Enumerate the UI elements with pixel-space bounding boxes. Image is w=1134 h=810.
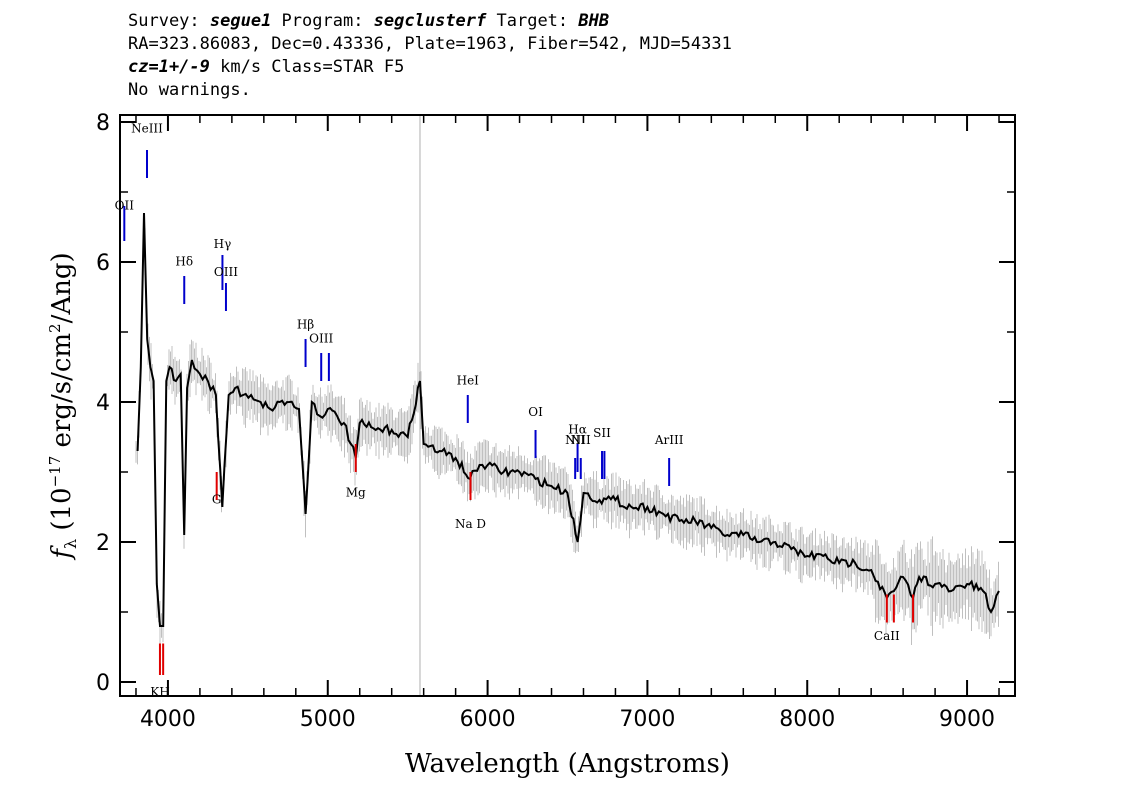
y-tick-label: 0	[96, 671, 110, 696]
x-tick-label: 9000	[939, 707, 995, 732]
y-tick-label: 8	[96, 111, 110, 136]
x-tick-label: 4000	[140, 707, 196, 732]
survey-value: segue1	[209, 11, 272, 31]
header-line-2: RA=323.86083, Dec=0.43336, Plate=1963, F…	[128, 34, 732, 54]
program-value: segclusterf	[373, 11, 487, 31]
noise-segments	[135, 214, 999, 650]
y-tick-label: 6	[96, 251, 110, 276]
line-label: Hδ	[175, 255, 193, 269]
line-label: NII	[565, 433, 585, 447]
line-label: OIII	[214, 265, 238, 279]
line-label: Mg	[346, 486, 366, 500]
line-label: G	[212, 493, 222, 507]
header-line-4: No warnings.	[128, 80, 251, 100]
plot-frame	[119, 114, 1016, 697]
line-label: SII	[593, 426, 611, 440]
redshift-value: cz=1+/-9	[128, 57, 210, 77]
line-label: HeI	[457, 374, 480, 388]
line-label: NeIII	[131, 122, 163, 136]
line-label: OIII	[309, 332, 333, 346]
y-tick-label: 4	[96, 391, 110, 416]
line-label: NII	[571, 433, 591, 447]
y-axis-label: fλ (10−17 erg/s/cm2/Ang)	[46, 252, 80, 560]
x-tick-label: 8000	[779, 707, 835, 732]
line-label: Hβ	[297, 318, 314, 332]
line-label: Hγ	[214, 237, 232, 251]
target-value: BHB	[578, 11, 610, 31]
class-value: km/s Class=STAR F5	[209, 57, 405, 77]
noise-band	[135, 214, 999, 650]
x-tick-label: 5000	[300, 707, 356, 732]
header-line-1: Survey: segue1 Program: segclusterf Targ…	[128, 10, 732, 33]
line-label: Na D	[455, 517, 486, 531]
spectrum-line	[136, 212, 1000, 627]
survey-label: Survey:	[128, 11, 210, 31]
line-label: ArIII	[654, 433, 684, 447]
target-label: Target:	[486, 11, 579, 31]
line-label: OII	[115, 199, 135, 213]
x-axis-label: Wavelength (Angstroms)	[405, 749, 730, 779]
y-tick-label: 2	[96, 531, 110, 556]
line-label: OI	[528, 405, 543, 419]
line-label: CaII	[874, 629, 900, 643]
x-tick-label: 6000	[460, 707, 516, 732]
header-line-3: cz=1+/-9 km/s Class=STAR F5	[128, 56, 732, 79]
x-tick-label: 7000	[619, 707, 675, 732]
program-label: Program:	[271, 11, 374, 31]
line-label: Hα	[568, 423, 587, 437]
axis-ticks: 4000 5000 6000 7000 8000 9000 0 2 4 6 8	[96, 111, 1015, 732]
spectrum-header: Survey: segue1 Program: segclusterf Targ…	[128, 10, 732, 102]
